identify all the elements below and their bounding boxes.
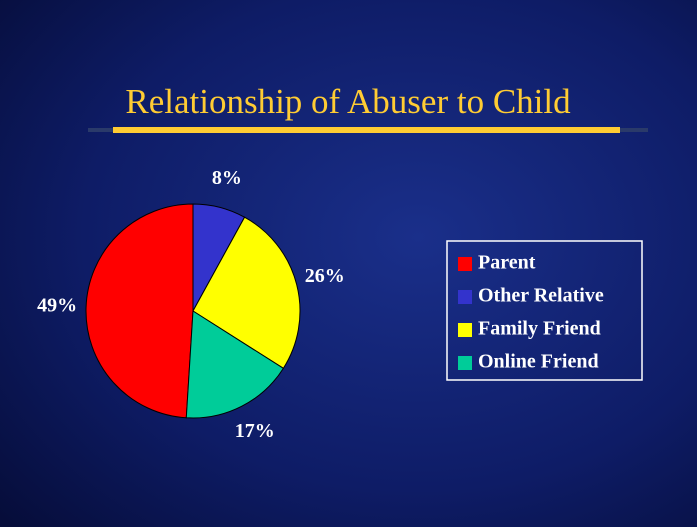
- chart-title: Relationship of Abuser to Child: [125, 82, 571, 121]
- data-label: 17%: [235, 420, 275, 442]
- legend-swatch: [458, 323, 472, 337]
- legend-swatch: [458, 257, 472, 271]
- data-label: 26%: [305, 265, 345, 287]
- legend-label: Family Friend: [478, 318, 601, 340]
- title-underline: [113, 127, 620, 133]
- legend-box: [446, 240, 643, 381]
- legend-swatch: [458, 356, 472, 370]
- pie-slice: [85, 203, 194, 419]
- data-label: 49%: [37, 294, 77, 316]
- pie-slice: [192, 216, 301, 370]
- pie-slice: [185, 310, 285, 419]
- legend-swatch: [458, 290, 472, 304]
- legend-label: Parent: [478, 252, 536, 274]
- data-label: 8%: [212, 167, 242, 189]
- legend-label: Other Relative: [478, 285, 604, 307]
- legend-label: Online Friend: [478, 351, 599, 373]
